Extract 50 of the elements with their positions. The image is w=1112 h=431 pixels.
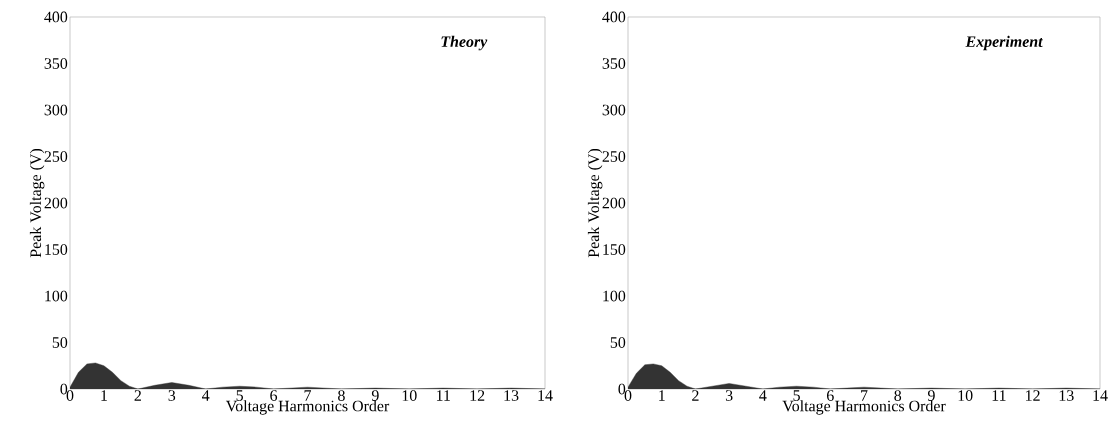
x-axis-title: Voltage Harmonics Order [782,400,946,415]
x-axis-title: Voltage Harmonics Order [225,400,390,415]
x-tick-label: 4 [759,390,767,401]
x-tick-label: 10 [958,390,973,401]
x-tick-label: 11 [436,390,450,401]
y-tick-label: 400 [44,11,68,23]
x-tick-label: 7 [304,390,312,401]
x-tick-label: 5 [793,390,800,401]
y-tick-label: 300 [602,104,626,116]
y-tick-label: 200 [44,197,68,209]
x-tick-label: 1 [659,390,665,401]
y-tick-label: 150 [45,244,68,255]
annotation: Experiment [965,35,1043,51]
x-tick-label: 13 [1059,390,1074,401]
x-tick-label: 9 [927,390,935,401]
y-tick-label: 250 [44,151,68,162]
x-tick-label: 14 [1093,390,1108,401]
y-tick-label: 50 [610,337,626,348]
x-tick-label: 14 [538,390,553,401]
y-axis-title: Peak Voltage (V) [29,148,45,258]
x-tick-label: 10 [402,390,417,401]
y-tick-label: 150 [603,244,626,255]
annotation: Theory [441,35,488,51]
x-tick-label: 8 [338,390,345,401]
y-axis-title: Peak Voltage (V) [587,148,603,258]
x-tick-label: 9 [371,390,379,401]
x-tick-label: 1 [101,390,107,401]
y-tick-label: 200 [602,197,626,209]
y-tick-label: 50 [52,337,68,348]
x-tick-label: 12 [470,390,485,401]
y-tick-label: 300 [44,104,68,116]
x-tick-label: 5 [236,390,243,401]
x-tick-label: 7 [861,390,868,401]
x-tick-label: 12 [1026,390,1040,401]
y-tick-label: 100 [603,290,626,302]
x-tick-label: 3 [168,390,176,401]
x-tick-label: 13 [504,390,519,401]
x-tick-label: 8 [894,390,902,401]
y-tick-label: 250 [602,151,626,162]
y-tick-label: 400 [602,11,626,23]
x-tick-label: 4 [202,390,210,401]
x-tick-label: 6 [827,390,834,401]
y-tick-label: 350 [44,58,68,69]
y-tick-label: 350 [602,58,626,69]
x-tick-label: 2 [134,390,141,401]
x-tick-label: 3 [725,390,733,401]
y-tick-label: 100 [45,290,68,302]
x-tick-label: 2 [692,390,699,401]
x-tick-label: 6 [270,390,278,401]
x-tick-label: 11 [992,390,1006,401]
